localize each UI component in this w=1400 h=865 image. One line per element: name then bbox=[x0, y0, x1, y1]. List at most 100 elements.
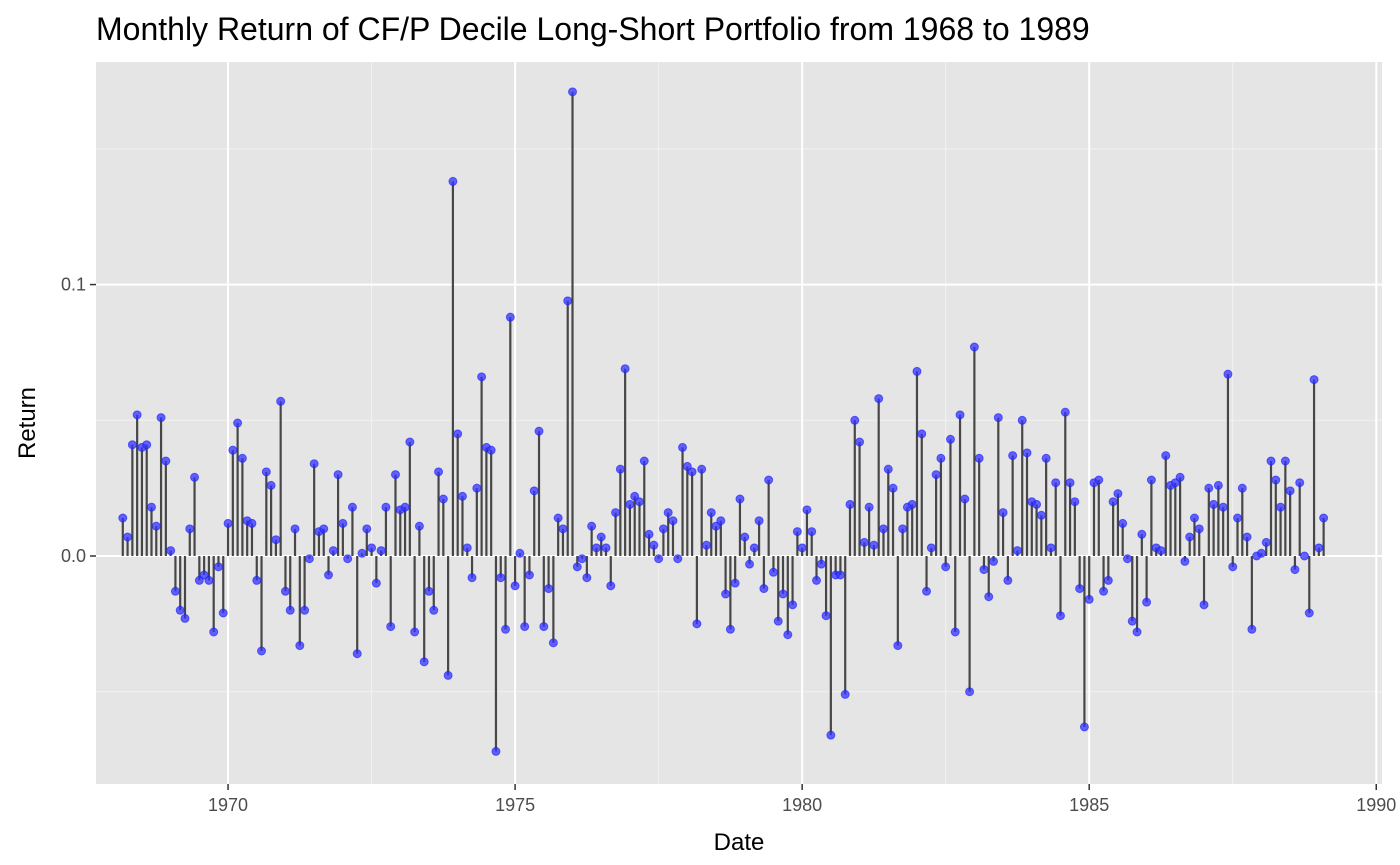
data-point bbox=[1247, 624, 1257, 634]
data-point bbox=[1218, 502, 1228, 512]
data-point bbox=[257, 646, 267, 656]
data-point bbox=[984, 592, 994, 602]
data-point bbox=[998, 508, 1008, 518]
data-point bbox=[304, 554, 314, 564]
data-point bbox=[414, 521, 424, 531]
data-point bbox=[792, 527, 802, 537]
data-point bbox=[926, 543, 936, 553]
data-point bbox=[1118, 518, 1128, 528]
data-point bbox=[979, 565, 989, 575]
data-point bbox=[663, 508, 673, 518]
data-point bbox=[898, 524, 908, 534]
data-point bbox=[563, 296, 573, 306]
x-tick-label: 1985 bbox=[1069, 795, 1109, 815]
data-point bbox=[1022, 448, 1032, 458]
data-point bbox=[1194, 524, 1204, 534]
data-point bbox=[252, 575, 262, 585]
data-point bbox=[381, 502, 391, 512]
data-point bbox=[548, 638, 558, 648]
data-point bbox=[931, 470, 941, 480]
data-point bbox=[247, 518, 257, 528]
data-point bbox=[1175, 472, 1185, 482]
data-point bbox=[1084, 594, 1094, 604]
data-point bbox=[1070, 497, 1080, 507]
data-point bbox=[912, 366, 922, 376]
data-point bbox=[1266, 456, 1276, 466]
data-point bbox=[634, 497, 644, 507]
data-point bbox=[127, 440, 137, 450]
data-point bbox=[1032, 499, 1042, 509]
data-point bbox=[893, 641, 903, 651]
data-point bbox=[132, 410, 142, 420]
x-axis-title: Date bbox=[714, 829, 765, 856]
data-point bbox=[859, 537, 869, 547]
data-point bbox=[812, 575, 822, 585]
data-point bbox=[166, 546, 176, 556]
data-point bbox=[1008, 451, 1018, 461]
data-point bbox=[1185, 532, 1195, 542]
data-point bbox=[1319, 513, 1329, 523]
data-point bbox=[280, 586, 290, 596]
data-point bbox=[295, 641, 305, 651]
data-point bbox=[146, 502, 156, 512]
data-point bbox=[989, 556, 999, 566]
data-point bbox=[486, 445, 496, 455]
data-point bbox=[1199, 600, 1209, 610]
data-point bbox=[457, 491, 467, 501]
data-point bbox=[922, 586, 932, 596]
data-point bbox=[797, 543, 807, 553]
data-point bbox=[558, 524, 568, 534]
data-point bbox=[1137, 529, 1147, 539]
data-point bbox=[505, 312, 515, 322]
data-point bbox=[1108, 497, 1118, 507]
data-point bbox=[745, 559, 755, 569]
data-point bbox=[1122, 554, 1132, 564]
data-point bbox=[941, 562, 951, 572]
data-point bbox=[276, 396, 286, 406]
data-point bbox=[759, 584, 769, 594]
data-point bbox=[367, 543, 377, 553]
data-point bbox=[520, 622, 530, 632]
data-point bbox=[1314, 543, 1324, 553]
data-point bbox=[1271, 475, 1281, 485]
data-point bbox=[1041, 453, 1051, 463]
x-tick-label: 1970 bbox=[208, 795, 248, 815]
data-point bbox=[352, 649, 362, 659]
data-point bbox=[826, 730, 836, 740]
data-point bbox=[419, 657, 429, 667]
data-point bbox=[1065, 478, 1075, 488]
data-point bbox=[768, 567, 778, 577]
data-point bbox=[190, 472, 200, 482]
data-point bbox=[1146, 475, 1156, 485]
data-point bbox=[1156, 546, 1166, 556]
data-point bbox=[1223, 369, 1233, 379]
data-point bbox=[850, 415, 860, 425]
data-point bbox=[960, 494, 970, 504]
data-point bbox=[1237, 483, 1247, 493]
chart-title: Monthly Return of CF/P Decile Long-Short… bbox=[96, 11, 1090, 47]
data-point bbox=[142, 440, 152, 450]
data-point bbox=[1213, 480, 1223, 490]
data-point bbox=[1094, 475, 1104, 485]
data-point bbox=[869, 540, 879, 550]
data-point bbox=[807, 527, 817, 537]
data-point bbox=[1276, 502, 1286, 512]
data-point bbox=[324, 570, 334, 580]
data-point bbox=[501, 624, 511, 634]
plot-panel bbox=[96, 62, 1382, 784]
data-point bbox=[692, 619, 702, 629]
x-tick-label: 1975 bbox=[495, 795, 535, 815]
data-point bbox=[1161, 451, 1171, 461]
data-point bbox=[1180, 556, 1190, 566]
data-point bbox=[290, 524, 300, 534]
data-point bbox=[840, 689, 850, 699]
data-point bbox=[237, 453, 247, 463]
data-point bbox=[673, 554, 683, 564]
data-point bbox=[582, 573, 592, 583]
data-point bbox=[156, 413, 166, 423]
data-point bbox=[534, 426, 544, 436]
data-point bbox=[491, 746, 501, 756]
data-point bbox=[1280, 456, 1290, 466]
data-point bbox=[213, 562, 223, 572]
x-tick-label: 1980 bbox=[782, 795, 822, 815]
